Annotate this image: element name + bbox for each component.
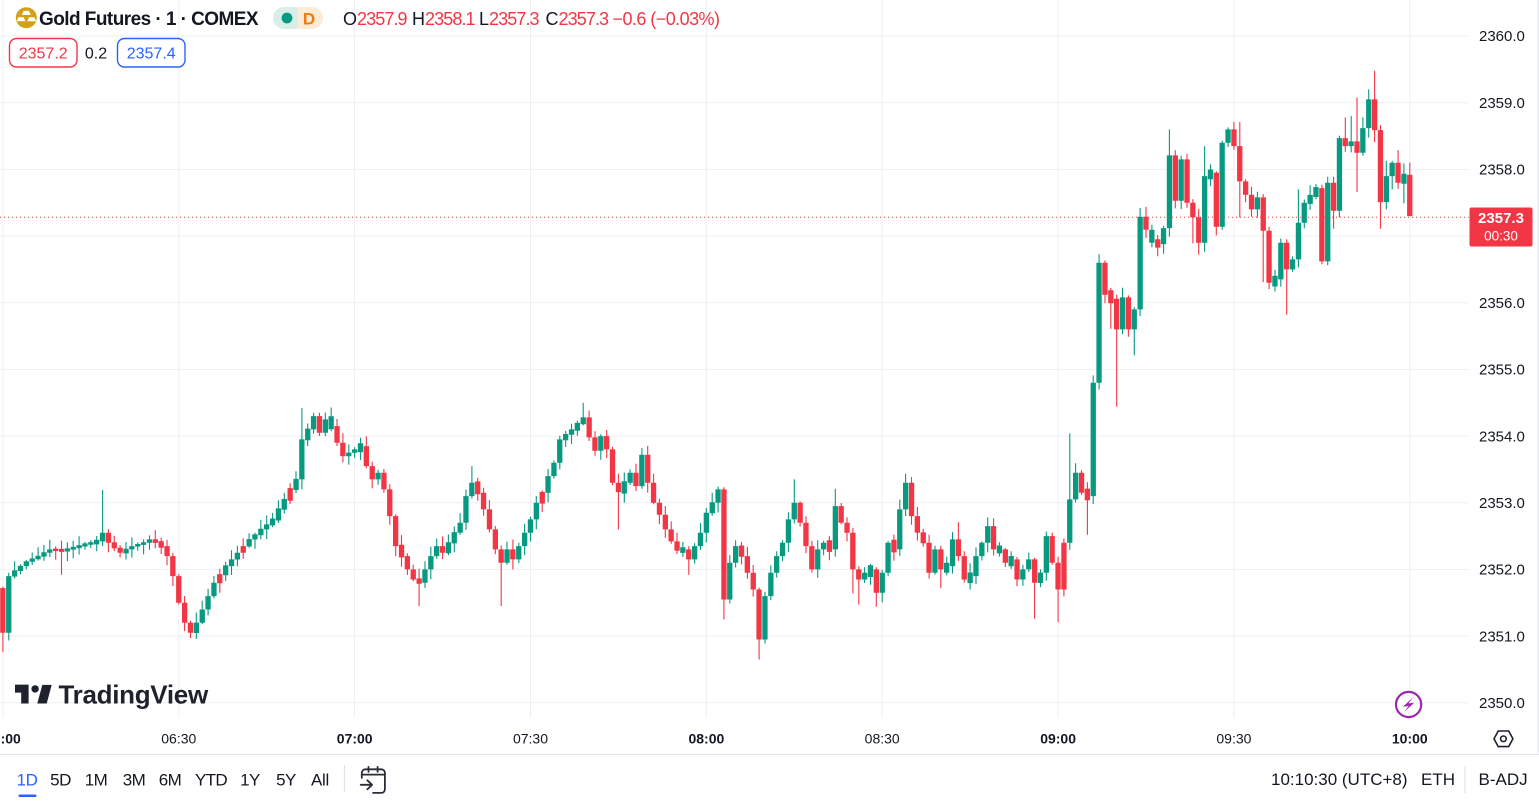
svg-text:TradingView: TradingView (59, 680, 209, 710)
svg-text:All: All (311, 771, 329, 790)
svg-text:1D: 1D (17, 771, 38, 790)
svg-text:08:30: 08:30 (865, 731, 900, 747)
svg-text:5Y: 5Y (276, 771, 296, 790)
svg-text:H2358.1: H2358.1 (412, 9, 476, 29)
svg-text:1Y: 1Y (240, 771, 260, 790)
svg-text:3M: 3M (123, 771, 146, 790)
svg-text:ETH: ETH (1421, 770, 1455, 789)
svg-text:6M: 6M (159, 771, 182, 790)
svg-text:09:30: 09:30 (1216, 731, 1251, 747)
svg-text:5D: 5D (50, 771, 71, 790)
svg-text:2356.0: 2356.0 (1479, 295, 1525, 312)
svg-text:0.2: 0.2 (85, 46, 107, 63)
svg-text:2357.3: 2357.3 (1478, 210, 1524, 227)
svg-text:2355.0: 2355.0 (1479, 362, 1525, 379)
svg-text:−0.6 (−0.03%): −0.6 (−0.03%) (613, 9, 720, 29)
svg-text:1M: 1M (85, 771, 108, 790)
svg-text:L2357.3: L2357.3 (479, 9, 540, 29)
svg-text:Gold Futures · 1 · COMEX: Gold Futures · 1 · COMEX (39, 9, 259, 30)
svg-text:YTD: YTD (195, 771, 227, 790)
svg-text:06:30: 06:30 (161, 731, 196, 747)
svg-text:10:00: 10:00 (1392, 731, 1428, 747)
svg-text:2357.2: 2357.2 (19, 46, 68, 63)
svg-text:2350.0: 2350.0 (1479, 695, 1525, 712)
svg-text:B-ADJ: B-ADJ (1479, 770, 1528, 789)
svg-text:06:00: 06:00 (0, 731, 21, 747)
svg-text:2359.0: 2359.0 (1479, 95, 1525, 112)
svg-text:D: D (303, 10, 315, 29)
svg-text:2360.0: 2360.0 (1479, 28, 1525, 45)
svg-text:00:30: 00:30 (1484, 229, 1518, 244)
svg-text:07:00: 07:00 (337, 731, 373, 747)
svg-text:10:10:30 (UTC+8): 10:10:30 (UTC+8) (1271, 770, 1408, 789)
svg-text:C2357.3: C2357.3 (546, 9, 610, 29)
svg-text:2351.0: 2351.0 (1479, 628, 1525, 645)
svg-text:O2357.9: O2357.9 (343, 9, 408, 29)
svg-text:09:00: 09:00 (1040, 731, 1076, 747)
svg-text:2354.0: 2354.0 (1479, 428, 1525, 445)
svg-text:07:30: 07:30 (513, 731, 548, 747)
svg-text:2357.4: 2357.4 (127, 46, 176, 63)
svg-text:2358.0: 2358.0 (1479, 162, 1525, 179)
svg-text:2353.0: 2353.0 (1479, 495, 1525, 512)
svg-text:2352.0: 2352.0 (1479, 562, 1525, 579)
svg-text:08:00: 08:00 (688, 731, 724, 747)
